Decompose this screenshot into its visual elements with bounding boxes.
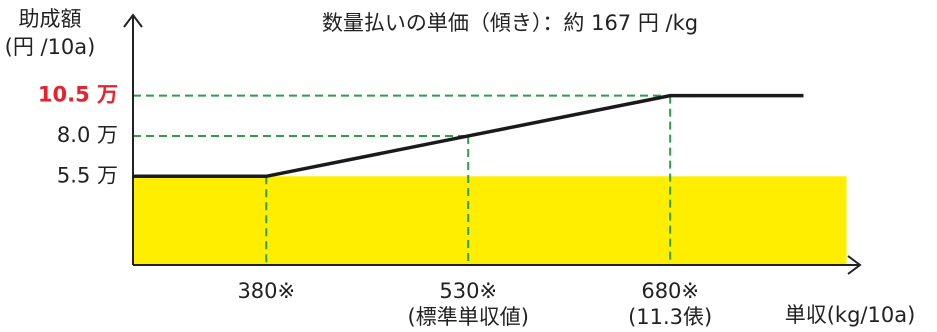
y-tick-label: 5.5 万 <box>57 163 118 187</box>
chart-title: 数量払いの単価（傾き）：約 167 円 /kg <box>322 11 698 35</box>
line <box>133 93 804 179</box>
y-tick-label: 8.0 万 <box>57 123 118 147</box>
x-tick-label: 380※ <box>237 279 295 303</box>
y-axis-label: (円 /10a) <box>5 35 96 59</box>
x-axis-label: 単収(kg/10a) <box>785 303 916 327</box>
y-tick-label: 10.5 万 <box>38 83 118 107</box>
x-axis-arrow <box>847 255 862 275</box>
x-tick-sublabel: (標準単収値) <box>408 305 529 329</box>
y-axis-arrow <box>123 13 143 28</box>
x-tick-label: 530※ <box>439 279 497 303</box>
base-area <box>133 176 847 265</box>
x-tick-label: 680※ <box>641 279 699 303</box>
x-tick-sublabel: (11.3俵) <box>628 305 712 329</box>
y-axis-label: 助成額 <box>19 7 82 31</box>
